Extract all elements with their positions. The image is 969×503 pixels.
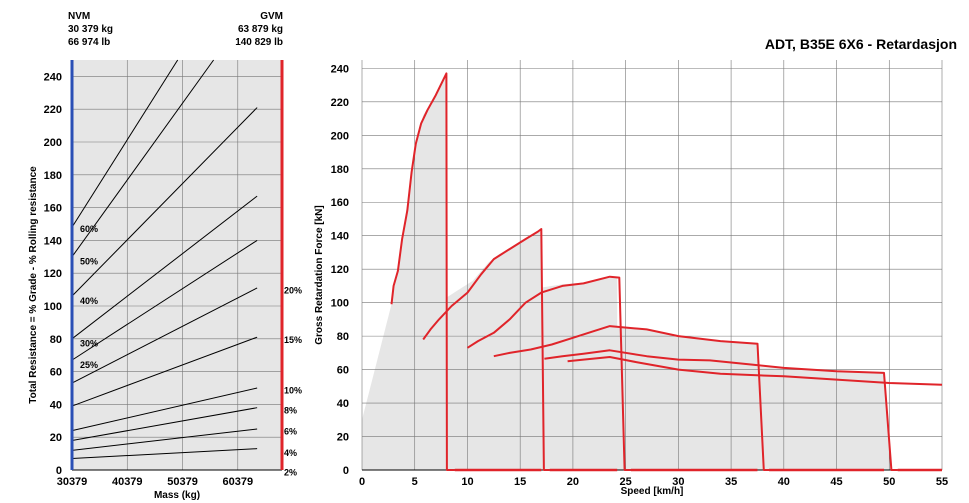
- gear-curve-gear2: [422, 228, 550, 471]
- right-y-tick-label: 140: [331, 231, 349, 243]
- gear-curves: [390, 72, 943, 472]
- gvm-lb: 140 829 lb: [235, 37, 283, 48]
- left-y-tick-label: 40: [50, 399, 62, 411]
- mass-resistance-chart: 0 20 40 60 80 100 120 140 160 180 200 220 240 30379 40…: [28, 59, 302, 501]
- grade-label-right: 4%: [284, 448, 297, 458]
- left-y-tick-label: 100: [44, 301, 62, 313]
- grade-label-right: 8%: [284, 405, 297, 415]
- grade-line: [71, 59, 179, 228]
- grade-label-left: 40%: [80, 296, 98, 306]
- left-y-tick-label: 140: [44, 235, 62, 247]
- right-x-tick-label: 40: [778, 476, 790, 488]
- left-plot-area: [72, 60, 282, 470]
- right-x-tick-label: 15: [514, 476, 526, 488]
- left-y-tick-label: 80: [50, 334, 62, 346]
- right-y-tick-label: 0: [343, 465, 349, 477]
- left-x-tick-label: 40379: [112, 476, 143, 488]
- nvm-label: NVM: [68, 11, 90, 22]
- grade-line: [71, 448, 258, 460]
- grade-line: [71, 195, 258, 340]
- right-x-tick-label: 20: [567, 476, 579, 488]
- left-y-tick-label: 200: [44, 137, 62, 149]
- grade-label-left: 30%: [80, 339, 98, 349]
- right-y-tick-label: 240: [331, 63, 349, 75]
- left-ticks: 0 20 40 60 80 100 120 140 160 180 200 220 240 30379 40…: [44, 71, 253, 488]
- right-y-tick-label: 40: [337, 398, 349, 410]
- right-y-tick-label: 80: [337, 331, 349, 343]
- left-y-tick-label: 180: [44, 170, 62, 182]
- right-x-tick-label: 35: [725, 476, 737, 488]
- right-x-axis-label: Speed [km/h]: [621, 486, 684, 497]
- left-y-tick-label: 20: [50, 432, 62, 444]
- right-y-tick-label: 180: [331, 164, 349, 176]
- grade-line: [71, 336, 258, 407]
- gear-curve-gear5: [544, 349, 898, 471]
- grade-label-left: 60%: [80, 224, 98, 234]
- grade-labels: 60% 50% 40% 30% 25% 20% 15% 10% 8% 6% 4% 2%: [80, 224, 302, 478]
- gear-curve-gear4: [493, 325, 770, 471]
- grade-line: [71, 287, 258, 384]
- right-y-tick-label: 120: [331, 264, 349, 276]
- right-x-tick-label: 25: [620, 476, 632, 488]
- right-y-tick-label: 20: [337, 432, 349, 444]
- right-x-tick-label: 5: [412, 476, 418, 488]
- right-ticks: 0 20 40 60 80 100 120 140 160 180 200 220 240 0 5 10 15 2…: [331, 63, 948, 488]
- grade-line: [71, 387, 258, 432]
- gear-curve-gear1: [390, 72, 455, 471]
- grade-label-right: 20%: [284, 286, 302, 296]
- left-y-tick-label: 240: [44, 71, 62, 83]
- right-x-tick-label: 30: [672, 476, 684, 488]
- gvm-label: GVM: [260, 11, 283, 22]
- left-x-tick-label: 50379: [167, 476, 198, 488]
- gear-curve-gear6: [567, 356, 943, 386]
- left-x-axis-label: Mass (kg): [154, 490, 200, 501]
- grade-line: [71, 428, 258, 451]
- left-x-tick-label: 60379: [222, 476, 253, 488]
- grade-line: [71, 407, 258, 441]
- grade-line: [71, 59, 214, 258]
- right-y-tick-label: 60: [337, 365, 349, 377]
- nvm-lb: 66 974 lb: [68, 37, 110, 48]
- grade-label-right: 15%: [284, 335, 302, 345]
- right-x-tick-label: 50: [883, 476, 895, 488]
- grade-label-right: 6%: [284, 427, 297, 437]
- right-y-tick-label: 100: [331, 298, 349, 310]
- right-x-tick-label: 0: [359, 476, 365, 488]
- grade-line: [71, 239, 258, 361]
- right-y-axis-label: Gross Retardation Force [kN]: [314, 205, 325, 344]
- grade-label-right: 2%: [284, 468, 297, 478]
- left-y-tick-label: 0: [56, 465, 62, 477]
- right-x-tick-label: 55: [936, 476, 948, 488]
- left-y-tick-label: 160: [44, 203, 62, 215]
- gear-curve-gear3: [466, 275, 631, 471]
- grade-label-left: 25%: [80, 360, 98, 370]
- right-grid: [361, 60, 943, 471]
- left-y-tick-label: 60: [50, 367, 62, 379]
- chart-title: ADT, B35E 6X6 - Retardasjon: [765, 36, 957, 52]
- right-y-tick-label: 160: [331, 197, 349, 209]
- left-x-tick-label: 30379: [57, 476, 88, 488]
- gvm-kg: 63 879 kg: [238, 24, 283, 35]
- left-y-tick-label: 120: [44, 268, 62, 280]
- right-x-tick-label: 45: [830, 476, 842, 488]
- grade-lines: [71, 59, 258, 460]
- grade-label-right: 10%: [284, 386, 302, 396]
- right-x-tick-label: 10: [461, 476, 473, 488]
- left-y-axis-label: Total Resistance = % Grade - % Rolling r…: [28, 166, 39, 404]
- speed-force-chart: 0 20 40 60 80 100 120 140 160 180 200 220 240 0 5 10 15 2…: [314, 60, 948, 497]
- grade-label-left: 50%: [80, 257, 98, 267]
- right-y-tick-label: 220: [331, 97, 349, 109]
- grade-line: [71, 107, 258, 297]
- nvm-kg: 30 379 kg: [68, 24, 113, 35]
- left-y-tick-label: 220: [44, 104, 62, 116]
- right-y-tick-label: 200: [331, 130, 349, 142]
